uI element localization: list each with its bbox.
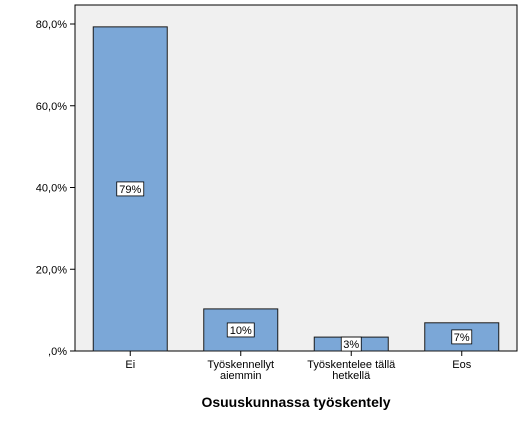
data-label: 3% [343,339,359,351]
x-tick-label: Työskentelee tällä [307,359,396,371]
bars: 79% 10% 3% 7% [92,26,500,352]
x-axis-title: Osuuskunnassa työskentely [201,394,390,410]
y-tick-label: ,0% [48,346,67,358]
y-tick-label: 20,0% [36,264,67,276]
data-label-box [226,322,255,338]
data-label: 7% [454,332,470,344]
data-label: 10% [230,325,252,337]
y-tick-label: 80,0% [36,19,67,31]
data-label-box [116,181,145,197]
x-tick-label: Ei [125,359,135,371]
x-tick-label: Työskennellyt [207,359,274,371]
y-tick-label: 40,0% [36,183,67,195]
y-tick-label: 60,0% [36,101,67,113]
data-label: 79% [119,184,141,196]
y-axis: ,0% 20,0% 40,0% 60,0% 80,0% [36,19,75,358]
x-tick-label: hetkellä [332,370,371,382]
data-label-box [451,329,473,345]
x-tick-label: aiemmin [220,370,262,382]
x-tick-label: Eos [452,359,471,371]
